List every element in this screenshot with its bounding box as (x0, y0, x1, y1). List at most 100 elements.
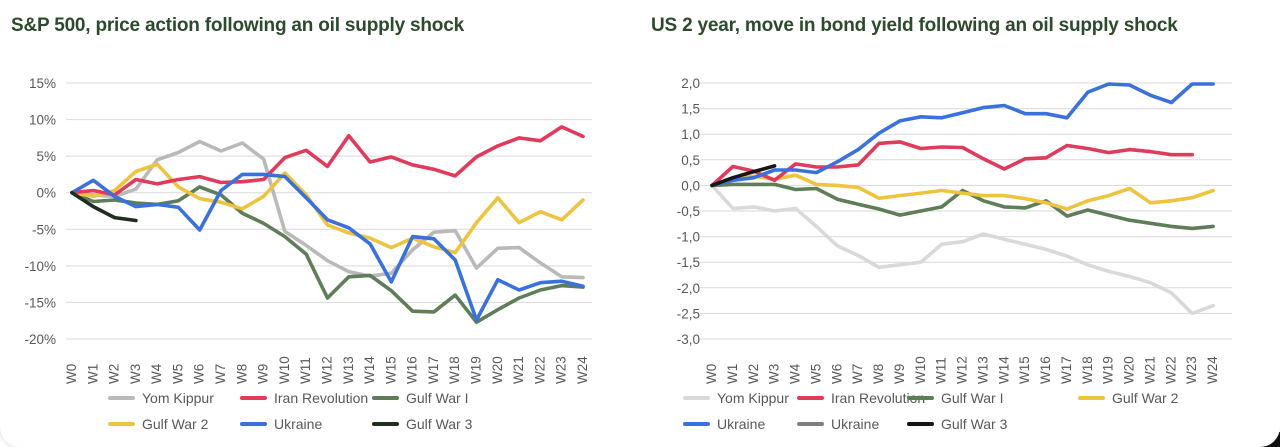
chart-title: S&P 500, price action following an oil s… (11, 15, 464, 36)
x-tick-label: W20 (1122, 356, 1137, 384)
x-tick-label: W10 (277, 356, 292, 384)
legend-label: Iran Revolution (274, 390, 369, 406)
x-tick-label: W15 (383, 356, 398, 384)
legend-label: Gulf War I (941, 390, 1004, 406)
x-tick-label: W6 (829, 364, 844, 384)
x-tick-label: W19 (1101, 356, 1116, 384)
legend-swatch (797, 422, 824, 426)
x-tick-label: W9 (892, 364, 907, 384)
legend-label: Ukraine (717, 416, 766, 432)
y-tick-label: -5% (32, 222, 56, 237)
x-tick-label: W8 (871, 364, 886, 384)
legend-item-gulf-war-3: Gulf War 3 (372, 416, 472, 432)
legend-swatch (372, 396, 399, 400)
series-line-gulf-war-3 (710, 164, 777, 188)
x-tick-label: W11 (934, 357, 949, 384)
legend-swatch (683, 422, 710, 426)
x-tick-label: W8 (234, 364, 249, 384)
y-tick-label: -3,0 (677, 332, 700, 347)
series-line-gulf-war-i (710, 182, 1215, 231)
series-line-yom-kippur (710, 183, 1215, 316)
legend-label: Yom Kippur (142, 390, 214, 406)
series-line-gulf-war-3 (70, 190, 138, 223)
series-line-iran-revolution (70, 125, 585, 197)
x-tick-label: W7 (850, 364, 865, 384)
legend-swatch (240, 422, 267, 426)
x-tick-label: W18 (1080, 356, 1095, 384)
x-tick-label: W22 (532, 356, 547, 384)
legend-label: Gulf War 2 (1112, 390, 1179, 406)
legend-item-gulf-war-2: Gulf War 2 (1078, 390, 1178, 406)
legend-label: Gulf War 3 (941, 416, 1008, 432)
x-tick-label: W5 (170, 364, 185, 384)
x-tick-label: W4 (149, 363, 164, 384)
legend-swatch (683, 396, 710, 400)
y-tick-label: -1,0 (677, 230, 700, 245)
y-tick-label: 10% (29, 113, 56, 128)
legend-label: Iran Revolution (831, 390, 926, 406)
legend-item-gulf-war-i: Gulf War I (907, 390, 1004, 406)
series-line-ukraine (70, 172, 585, 322)
x-tick-label: W18 (447, 356, 462, 384)
x-tick-label: W11 (298, 357, 313, 384)
x-tick-label: W17 (1059, 356, 1074, 384)
x-tick-label: W0 (704, 364, 719, 384)
chart-plot-area: 15% 10% 5% 0% -5% -10% -15% -20% W0 W1 W2 W3 W4 W5 W6 W… (24, 76, 592, 384)
series-line-iran-revolution (710, 140, 1195, 188)
chart-plot-area: 2,0 1,5 1,0 0,5 0,0 -0,5 -1,0 -1,5 -2,0 -2,5 -3,0 W… (677, 76, 1232, 384)
legend-item-yom-kippur: Yom Kippur (108, 390, 214, 406)
x-tick-label: W15 (1017, 356, 1032, 384)
x-tick-label: W6 (192, 364, 207, 384)
x-tick-label: W2 (746, 364, 761, 384)
x-tick-label: W1 (725, 364, 740, 384)
y-tick-label: 0% (36, 186, 56, 201)
x-tick-label: W2 (107, 364, 122, 384)
chart-sp500: S&P 500, price action following an oil s… (11, 15, 592, 432)
chart-us2y: US 2 year, move in bond yield following … (640, 0, 1280, 447)
y-tick-label: -1,5 (677, 255, 700, 270)
legend-label: Ukraine (831, 416, 880, 432)
x-tick-label: W24 (575, 356, 590, 384)
x-tick-label: W19 (469, 356, 484, 384)
y-tick-label: -20% (24, 332, 56, 347)
legend-item-ukraine: Ukraine (683, 416, 765, 432)
legend-swatch (108, 396, 135, 400)
x-tick-label: W4 (788, 363, 803, 384)
y-tick-label: -2,0 (677, 281, 700, 296)
x-tick-label: W16 (405, 356, 420, 384)
x-tick-label: W3 (767, 364, 782, 384)
series-line-gulf-war-2 (70, 162, 585, 255)
series-line-ukraine (710, 82, 1215, 188)
legend-swatch (907, 422, 934, 426)
legend-swatch (1078, 396, 1105, 400)
y-tick-label: 0,0 (681, 178, 700, 193)
legend-item-iran-revolution: Iran Revolution (240, 390, 368, 406)
legend-label: Gulf War 3 (406, 416, 473, 432)
x-tick-label: W0 (64, 364, 79, 384)
legend-item-ukraine: Ukraine (240, 416, 322, 432)
x-tick-label: W17 (426, 356, 441, 384)
legend-swatch (240, 396, 267, 400)
legend-item-gulf-war-2: Gulf War 2 (108, 416, 208, 432)
y-tick-label: 1,0 (681, 127, 700, 142)
x-tick-label: W23 (554, 356, 569, 384)
x-tick-label: W14 (362, 356, 377, 384)
x-tick-label: W20 (490, 356, 505, 384)
legend-label: Gulf War 2 (142, 416, 209, 432)
y-tick-label: 15% (29, 76, 56, 91)
x-tick-label: W7 (213, 364, 228, 384)
y-tick-label: 5% (36, 149, 56, 164)
legend-label: Gulf War I (406, 390, 469, 406)
legend-label: Yom Kippur (717, 390, 789, 406)
series-line-gulf-war-2 (710, 173, 1215, 211)
legend-item-gulf-war-i: Gulf War I (372, 390, 469, 406)
x-tick-label: W10 (913, 356, 928, 384)
y-tick-label: 0,5 (681, 153, 700, 168)
legend-label: Ukraine (274, 416, 323, 432)
x-tick-label: W3 (128, 364, 143, 384)
x-tick-label: W13 (341, 356, 356, 384)
x-tick-label: W9 (256, 364, 271, 384)
y-tick-label: -10% (24, 259, 56, 274)
